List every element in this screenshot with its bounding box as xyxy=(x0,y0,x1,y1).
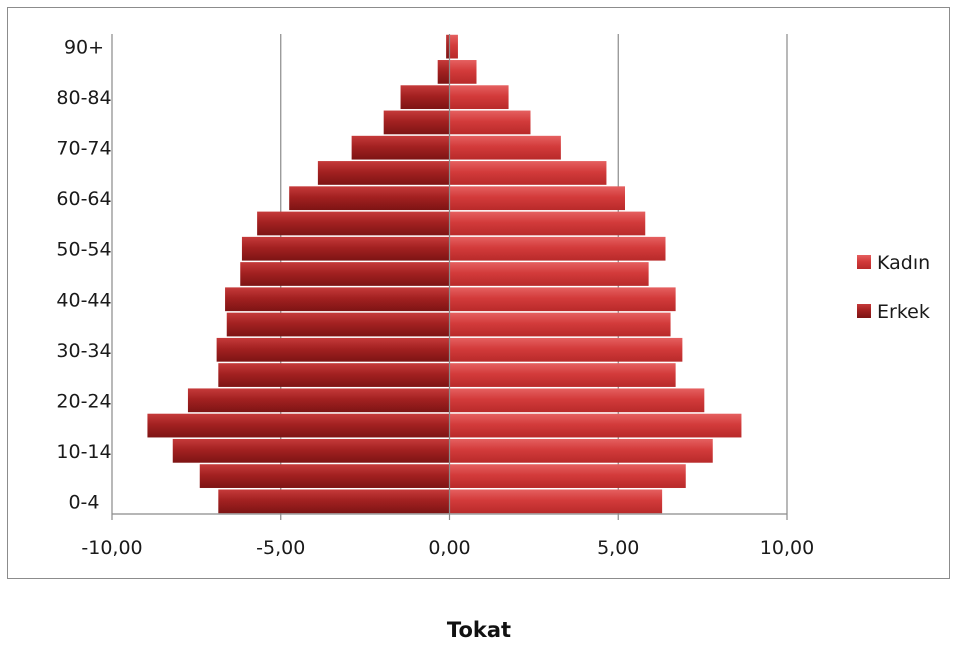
bar-erkek-15-19 xyxy=(147,413,450,438)
legend-label-1: Erkek xyxy=(877,301,930,323)
bar-kadn-35-39 xyxy=(449,312,671,337)
bar-erkek-40-44 xyxy=(225,287,450,312)
bar-erkek-35-39 xyxy=(226,312,450,337)
bar-kadn-75-79 xyxy=(449,110,531,135)
bar-kadn-45-49 xyxy=(449,262,649,286)
bar-erkek-55-59 xyxy=(257,211,450,236)
bar-erkek-45-49 xyxy=(240,262,450,286)
y-tick-label: 20-24 xyxy=(56,390,111,412)
bar-erkek-20-24 xyxy=(187,388,450,413)
bar-kadn-70-74 xyxy=(449,135,561,160)
bar-erkek-25-29 xyxy=(218,363,450,387)
bar-erkek-5-9 xyxy=(199,464,450,488)
bar-kadn-50-54 xyxy=(449,236,666,261)
bar-kadn-20-24 xyxy=(449,388,705,413)
bar-kadn-80-84 xyxy=(449,85,509,110)
legend-swatch-0 xyxy=(857,255,871,269)
bar-erkek-0-4 xyxy=(218,489,450,514)
y-tick-label: 60-64 xyxy=(56,188,111,210)
bar-kadn-10-14 xyxy=(449,438,713,463)
bar-kadn-5-9 xyxy=(449,464,686,488)
chart-frame: -10,00 -5,00 0,00 5,00 10,00 0-4 10-14 20-24 30-… xyxy=(7,7,950,579)
legend-swatch-1 xyxy=(857,304,871,318)
y-tick-label: 80-84 xyxy=(56,87,111,109)
y-tick-label: 10-14 xyxy=(56,441,111,463)
bar-kadn-65-69 xyxy=(449,161,607,185)
bar-kadn-0-4 xyxy=(449,489,663,514)
bar-erkek-75-79 xyxy=(383,110,450,135)
population-pyramid-chart: -10,00 -5,00 0,00 5,00 10,00 0-4 10-14 20-24 30-… xyxy=(56,34,930,559)
bar-erkek-50-54 xyxy=(241,236,450,261)
y-tick-label: 40-44 xyxy=(56,289,111,311)
x-tick-label: 5,00 xyxy=(597,537,639,559)
bar-kadn-40-44 xyxy=(449,287,676,312)
bar-erkek-80-84 xyxy=(400,85,450,110)
bar-kadn-30-34 xyxy=(449,337,683,362)
bar-kadn-90+ xyxy=(449,34,458,59)
x-tick-label: 0,00 xyxy=(428,537,470,559)
y-tick-label: 70-74 xyxy=(56,138,111,160)
chart-title: Tokat xyxy=(446,618,512,642)
bar-erkek-30-34 xyxy=(216,337,450,362)
bar-kadn-85-89 xyxy=(449,60,477,84)
bar-erkek-10-14 xyxy=(172,438,450,463)
y-tick-label: 30-34 xyxy=(56,340,111,362)
bar-erkek-85-89 xyxy=(437,60,450,84)
y-tick-label: 50-54 xyxy=(56,239,111,261)
bar-kadn-55-59 xyxy=(449,211,646,236)
bar-erkek-70-74 xyxy=(351,135,450,160)
bar-erkek-90+ xyxy=(446,34,450,59)
x-tick-label: 10,00 xyxy=(760,537,814,559)
x-tick-label: -5,00 xyxy=(256,537,305,559)
bar-erkek-60-64 xyxy=(289,186,450,211)
bar-erkek-65-69 xyxy=(317,161,450,185)
x-tick-label: -10,00 xyxy=(81,537,142,559)
bar-kadn-15-19 xyxy=(449,413,742,438)
bar-kadn-60-64 xyxy=(449,186,625,211)
legend-label-0: Kadın xyxy=(877,252,930,274)
y-tick-label: 90+ xyxy=(64,37,104,59)
bar-kadn-25-29 xyxy=(449,363,676,387)
y-tick-label: 0-4 xyxy=(68,491,99,513)
